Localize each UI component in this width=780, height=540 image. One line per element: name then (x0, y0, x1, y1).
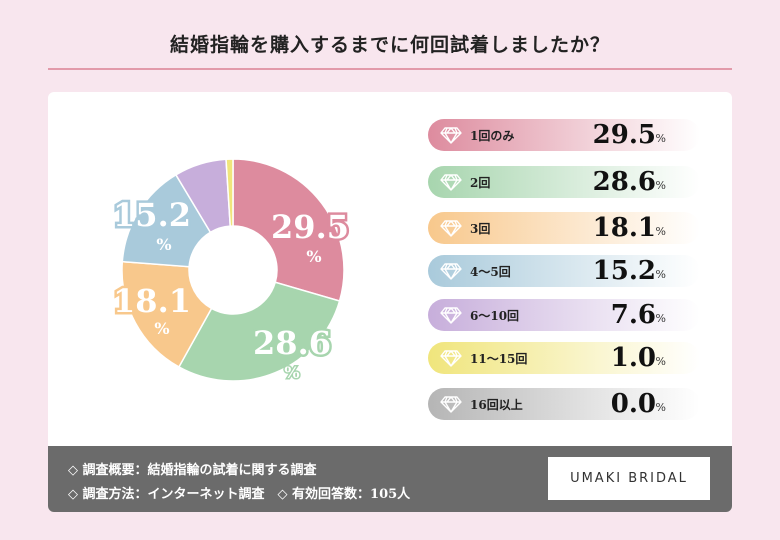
donut-segment-1 (232, 158, 345, 302)
page-title: 結婚指輪を購入するまでに何回試着しましたか？ (169, 34, 610, 56)
segment-label-value: 18.1 (113, 282, 191, 320)
legend-label: 3回 (470, 222, 491, 236)
segment-label-unit: % (306, 247, 321, 266)
diamond-icon (440, 127, 462, 144)
legend-value: 29.5 (592, 120, 656, 150)
legend-row: 16回以上 0.0 % (428, 388, 700, 420)
legend-value: 15.2 (592, 256, 656, 286)
legend-unit: % (655, 225, 666, 238)
donut-segment-4 (121, 173, 212, 268)
survey-footer: ◇ 調査概要：結婚指輪の試着に関する調査 ◇ 調査方法：インターネット調査 ◇ … (48, 446, 732, 512)
legend-value: 0.0 (610, 389, 656, 419)
title-divider (48, 68, 732, 70)
segment-label-value: 29.5 (271, 208, 349, 246)
legend-label: 11～15回 (470, 352, 528, 366)
legend-label: 4～5回 (470, 265, 511, 279)
legend-value: 1.0 (610, 343, 656, 373)
legend-label: 6～10回 (470, 309, 520, 323)
segment-label-value: 28.6 (253, 324, 331, 362)
donut-segment-6 (225, 158, 234, 227)
legend-unit: % (655, 355, 666, 368)
diamond-icon (440, 174, 462, 191)
diamond-icon (440, 263, 462, 280)
legend-unit: % (655, 401, 666, 414)
legend-row: 2回 28.6 % (428, 166, 700, 198)
legend-row: 6～10回 7.6 % (428, 299, 700, 331)
diamond-icon (440, 307, 462, 324)
donut-segment-3 (121, 260, 213, 368)
segment-label-unit: % (154, 319, 169, 338)
diamond-icon (440, 396, 462, 413)
legend-value: 7.6 (610, 300, 656, 330)
legend-row: 4～5回 15.2 % (428, 255, 700, 287)
legend-value: 18.1 (592, 213, 656, 243)
brand-logo: UMAKI BRIDAL (548, 457, 710, 500)
survey-method: ◇ 調査方法：インターネット調査 ◇ 有効回答数：105人 (68, 487, 411, 502)
legend-unit: % (655, 312, 666, 325)
legend-label: 2回 (470, 176, 491, 190)
segment-label-value: 15.2 (113, 196, 191, 234)
diamond-icon (440, 350, 462, 367)
diamond-icon (440, 220, 462, 237)
legend-row: 11～15回 1.0 % (428, 342, 700, 374)
legend-unit: % (655, 132, 666, 145)
survey-summary: ◇ 調査概要：結婚指輪の試着に関する調査 (68, 463, 317, 478)
legend-row: 1回のみ 29.5 % (428, 119, 700, 151)
donut-segment-2 (177, 281, 341, 382)
segment-label-unit: % (156, 235, 171, 254)
legend-value: 28.6 (592, 167, 656, 197)
legend-unit: % (655, 268, 666, 281)
legend-unit: % (655, 179, 666, 192)
legend-row: 3回 18.1 % (428, 212, 700, 244)
segment-label-unit: % (284, 363, 299, 382)
legend-label: 16回以上 (470, 398, 523, 412)
legend-label: 1回のみ (470, 129, 515, 143)
